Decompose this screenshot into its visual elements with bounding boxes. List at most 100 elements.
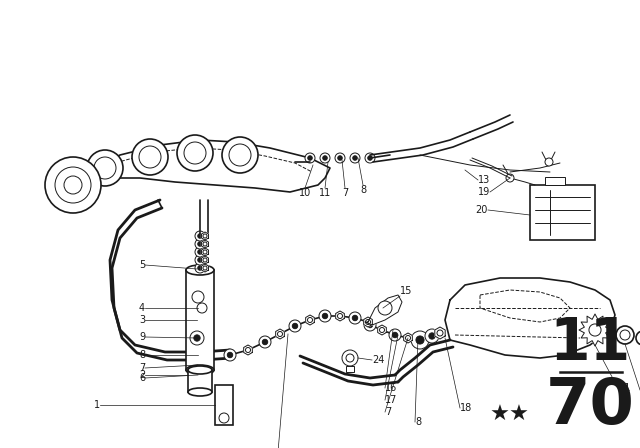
Circle shape <box>194 335 200 341</box>
Polygon shape <box>435 327 445 339</box>
Circle shape <box>417 335 422 340</box>
Circle shape <box>198 242 202 246</box>
Circle shape <box>416 336 424 344</box>
Text: 21: 21 <box>618 383 630 393</box>
Text: 3: 3 <box>139 315 145 325</box>
Circle shape <box>368 156 372 160</box>
Circle shape <box>198 234 202 238</box>
Circle shape <box>259 336 271 348</box>
Circle shape <box>177 135 213 171</box>
Text: 8: 8 <box>360 185 366 195</box>
Text: 1: 1 <box>94 400 100 410</box>
Ellipse shape <box>186 365 214 375</box>
Text: 8: 8 <box>139 350 145 360</box>
Circle shape <box>636 331 640 345</box>
Text: 2: 2 <box>139 370 145 380</box>
Circle shape <box>342 350 358 366</box>
Polygon shape <box>202 248 209 256</box>
Circle shape <box>87 150 123 186</box>
Bar <box>530 185 595 240</box>
Circle shape <box>616 326 634 344</box>
Text: 13: 13 <box>478 175 490 185</box>
Circle shape <box>305 153 315 163</box>
Circle shape <box>338 156 342 160</box>
Circle shape <box>365 153 375 163</box>
Circle shape <box>353 156 357 160</box>
Circle shape <box>319 310 331 322</box>
Ellipse shape <box>186 265 214 275</box>
Circle shape <box>429 333 435 339</box>
Circle shape <box>45 157 101 213</box>
Circle shape <box>352 315 358 321</box>
Bar <box>186 270 214 370</box>
Polygon shape <box>306 315 314 325</box>
Text: 7: 7 <box>342 188 348 198</box>
Circle shape <box>411 331 429 349</box>
Circle shape <box>195 255 205 265</box>
Text: 18: 18 <box>460 403 472 413</box>
Circle shape <box>227 352 233 358</box>
Bar <box>188 370 212 392</box>
Circle shape <box>224 349 236 361</box>
Text: 11: 11 <box>319 188 331 198</box>
Polygon shape <box>365 295 402 325</box>
Circle shape <box>219 413 229 423</box>
Circle shape <box>132 139 168 175</box>
Polygon shape <box>244 345 252 355</box>
Text: 9: 9 <box>139 332 145 342</box>
Circle shape <box>198 258 202 262</box>
Text: 4: 4 <box>139 303 145 313</box>
Text: 20: 20 <box>476 205 488 215</box>
Circle shape <box>392 332 397 338</box>
Polygon shape <box>202 264 209 272</box>
Text: 5: 5 <box>139 260 145 270</box>
Text: 11: 11 <box>549 315 630 372</box>
Circle shape <box>262 339 268 345</box>
Circle shape <box>425 329 439 343</box>
Circle shape <box>389 329 401 341</box>
Circle shape <box>198 250 202 254</box>
Circle shape <box>323 156 327 160</box>
Ellipse shape <box>188 388 212 396</box>
Circle shape <box>414 332 426 344</box>
Circle shape <box>378 301 392 315</box>
Circle shape <box>198 266 202 270</box>
Text: 70: 70 <box>545 375 634 437</box>
Polygon shape <box>579 314 611 346</box>
Bar <box>215 385 233 425</box>
Circle shape <box>292 323 298 329</box>
Circle shape <box>323 313 328 319</box>
Polygon shape <box>202 240 209 248</box>
Polygon shape <box>202 232 209 240</box>
Circle shape <box>195 263 205 273</box>
Text: 24: 24 <box>372 355 385 365</box>
Circle shape <box>367 322 372 327</box>
Text: 7: 7 <box>385 407 391 417</box>
Text: 16: 16 <box>385 383 397 393</box>
Text: 15: 15 <box>400 286 412 296</box>
Circle shape <box>197 303 207 313</box>
Polygon shape <box>378 325 387 335</box>
Circle shape <box>350 153 360 163</box>
Circle shape <box>364 319 376 331</box>
Text: 19: 19 <box>477 187 490 197</box>
Polygon shape <box>404 333 412 343</box>
Text: ★★: ★★ <box>490 405 530 425</box>
Polygon shape <box>202 256 209 264</box>
Polygon shape <box>62 140 330 200</box>
Circle shape <box>192 291 204 303</box>
Circle shape <box>190 331 204 345</box>
Circle shape <box>349 312 361 324</box>
Circle shape <box>195 239 205 249</box>
Text: 8: 8 <box>415 417 421 427</box>
Polygon shape <box>335 311 344 321</box>
Text: 17: 17 <box>385 395 397 405</box>
Text: 6: 6 <box>139 373 145 383</box>
Circle shape <box>335 153 345 163</box>
Text: 10: 10 <box>299 188 311 198</box>
Text: 7: 7 <box>139 363 145 373</box>
Polygon shape <box>276 329 284 339</box>
Ellipse shape <box>188 366 212 374</box>
Circle shape <box>195 247 205 257</box>
Circle shape <box>308 156 312 160</box>
